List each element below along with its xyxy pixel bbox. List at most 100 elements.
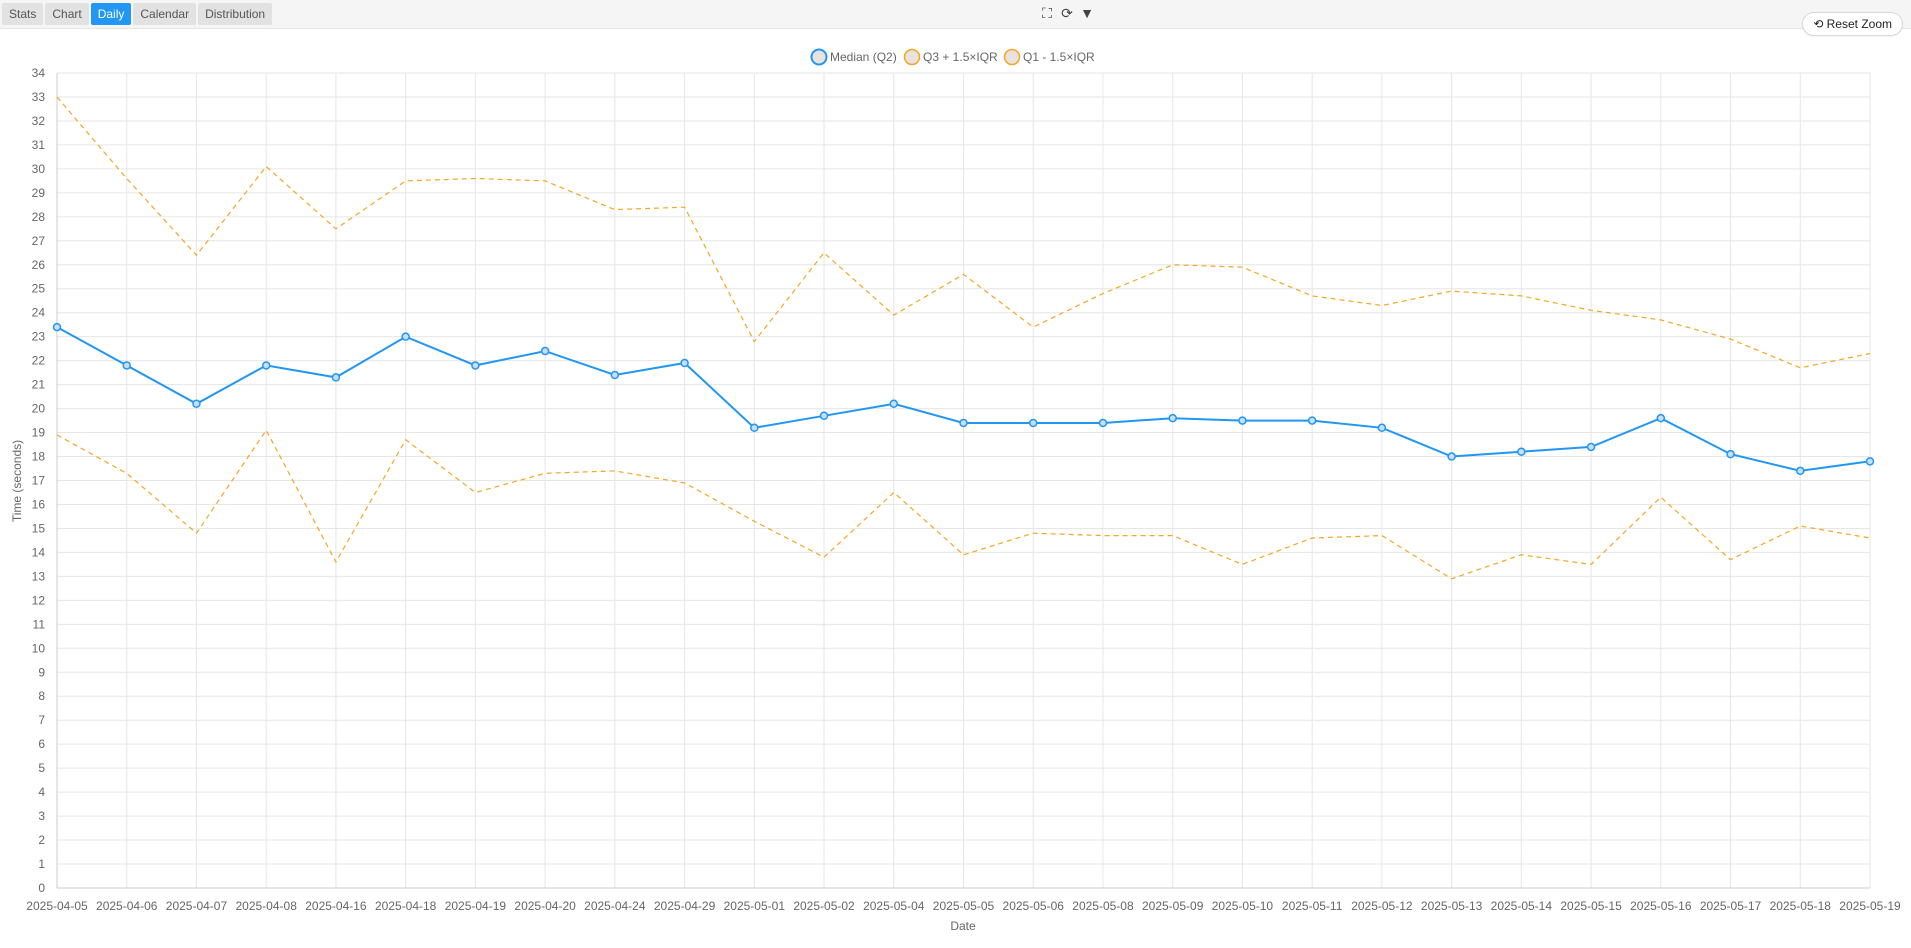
x-tick-label: 2025-04-16 (305, 899, 367, 913)
data-point (1447, 452, 1456, 461)
data-point (331, 373, 341, 382)
x-tick-label: 2025-04-29 (654, 899, 716, 913)
y-tick-label: 7 (38, 713, 45, 727)
data-point (1586, 442, 1596, 452)
x-tick-label: 2025-04-19 (445, 899, 507, 913)
legend: Median (Q2) Q3 + 1.5×IQR Q1 - 1.5×IQR (810, 48, 1095, 66)
view-tabs: Stats Chart Daily Calendar Distribution (2, 3, 273, 25)
y-tick-label: 6 (38, 737, 45, 751)
reset-zoom-button[interactable]: ⟲ Reset Zoom (1802, 12, 1903, 36)
y-tick-label: 31 (32, 138, 46, 152)
y-tick-label: 19 (32, 426, 46, 440)
data-point (192, 399, 201, 409)
y-tick-label: 33 (32, 90, 46, 104)
x-tick-label: 2025-05-11 (1282, 899, 1343, 913)
x-tick-label: 2025-05-13 (1421, 899, 1483, 913)
fullscreen-icon[interactable]: ⛶ (1042, 5, 1052, 21)
data-point (471, 361, 480, 370)
x-tick-label: 2025-05-04 (863, 899, 925, 913)
y-tick-label: 17 (32, 474, 46, 488)
y-tick-label: 0 (38, 881, 45, 895)
series-line-1 (56, 96, 1871, 369)
menu-chevron-icon[interactable]: ▼ (1080, 5, 1094, 21)
toolbar: Stats Chart Daily Calendar Distribution … (0, 0, 1911, 29)
data-point (610, 370, 620, 380)
y-tick-label: 26 (32, 258, 46, 272)
y-tick-label: 12 (32, 593, 46, 607)
y-tick-label: 13 (32, 569, 46, 583)
y-tick-label: 5 (38, 761, 45, 775)
data-point (1656, 413, 1666, 423)
x-tick-label: 2025-04-05 (26, 899, 88, 913)
y-tick-label: 25 (32, 282, 46, 296)
legend-marker-2 (1003, 48, 1021, 66)
tab-stats[interactable]: Stats (2, 3, 44, 25)
x-tick-label: 2025-04-08 (235, 899, 297, 913)
y-tick-label: 32 (32, 114, 46, 128)
x-tick-label: 2025-05-05 (933, 899, 995, 913)
x-tick-label: 2025-05-08 (1072, 899, 1134, 913)
data-point (1517, 447, 1526, 456)
tab-daily[interactable]: Daily (90, 3, 132, 25)
x-tick-label: 2025-05-09 (1142, 899, 1204, 913)
y-tick-label: 11 (33, 617, 46, 631)
y-tick-label: 4 (38, 785, 45, 799)
legend-marker-1 (903, 48, 921, 66)
legend-label-2: Q1 - 1.5×IQR (1023, 50, 1095, 64)
data-point (540, 346, 550, 356)
grid (56, 72, 1871, 889)
data-point (1307, 416, 1317, 425)
x-tick-label: 2025-05-17 (1700, 899, 1762, 913)
refresh-icon[interactable]: ⟳ (1061, 5, 1073, 21)
x-tick-label: 2025-05-15 (1560, 899, 1622, 913)
x-tick-label: 2025-05-18 (1770, 899, 1832, 913)
data-point (1168, 413, 1177, 423)
y-tick-label: 23 (32, 330, 46, 344)
data-point (1726, 449, 1735, 459)
x-tick-label: 2025-04-06 (96, 899, 158, 913)
y-tick-label: 29 (32, 186, 46, 200)
y-tick-label: 9 (38, 665, 45, 679)
y-tick-label: 10 (32, 641, 46, 655)
x-axis-title: Date (950, 919, 976, 933)
x-axis-ticks: 2025-04-05 2025-04-06 2025-04-07 2025-04-08… (26, 899, 1901, 913)
data-point (1377, 423, 1387, 433)
data-point (1865, 457, 1875, 466)
y-tick-label: 2 (38, 833, 45, 847)
series-line-2 (56, 429, 1871, 580)
legend-marker-0 (810, 48, 828, 66)
y-tick-label: 34 (32, 66, 46, 80)
data-point (1796, 466, 1805, 476)
y-tick-label: 16 (32, 497, 46, 511)
y-tick-label: 1 (38, 857, 45, 871)
x-tick-label: 2025-04-18 (375, 899, 437, 913)
y-tick-label: 30 (32, 162, 46, 176)
y-axis-ticks: 0123456789101112131415161718192021222324… (32, 66, 46, 895)
x-tick-label: 2025-04-20 (514, 899, 576, 913)
tab-calendar[interactable]: Calendar (133, 3, 197, 25)
x-tick-label: 2025-04-24 (584, 899, 646, 913)
y-tick-label: 28 (32, 210, 46, 224)
data-point (122, 361, 131, 370)
tab-chart[interactable]: Chart (45, 3, 89, 25)
x-tick-label: 2025-05-19 (1839, 899, 1901, 913)
y-tick-label: 8 (38, 689, 45, 703)
legend-label-0: Median (Q2) (830, 50, 897, 64)
x-tick-label: 2025-05-01 (724, 899, 786, 913)
data-point (1098, 418, 1108, 428)
y-axis-title: Time (seconds) (10, 440, 24, 522)
data-point (750, 423, 759, 433)
tab-distribution[interactable]: Distribution (198, 3, 273, 25)
y-tick-label: 20 (32, 402, 46, 416)
y-tick-label: 22 (32, 354, 46, 368)
data-point (401, 332, 410, 341)
data-point (261, 361, 271, 370)
data-point (1028, 418, 1038, 428)
data-point (959, 418, 968, 428)
data-point (819, 411, 829, 421)
x-tick-label: 2025-05-02 (793, 899, 855, 913)
x-tick-label: 2025-05-06 (1003, 899, 1065, 913)
y-tick-label: 3 (38, 809, 45, 823)
x-tick-label: 2025-04-07 (166, 899, 228, 913)
